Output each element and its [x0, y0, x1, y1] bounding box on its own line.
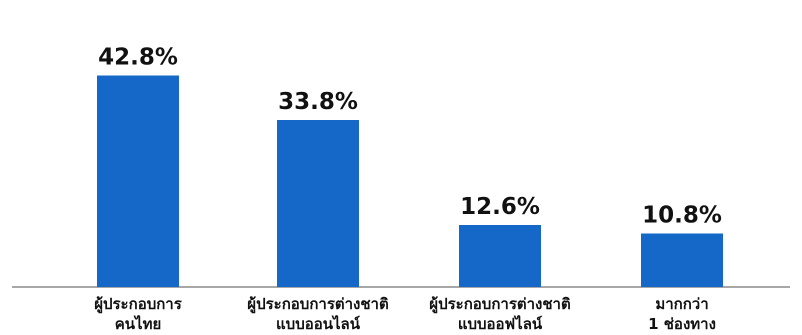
bars-group [97, 75, 723, 288]
value-label-2: 33.8% [278, 89, 358, 115]
bar-1 [97, 75, 179, 288]
bar-3 [459, 224, 541, 287]
category-label-4-line-1: มากกว่า [655, 295, 708, 313]
bar-2 [277, 120, 359, 287]
category-label-3-line-1: ผู้ประกอบการต่างชาติ [429, 295, 570, 314]
category-label-2-line-1: ผู้ประกอบการต่างชาติ [247, 295, 388, 314]
category-label-1-line-2: คนไทย [115, 314, 162, 333]
value-labels-group: 42.8% 33.8% 12.6% 10.8% [98, 45, 722, 229]
category-labels-group: ผู้ประกอบการคนไทยผู้ประกอบการต่างชาติแบบ… [94, 295, 716, 333]
value-label-1: 42.8% [98, 45, 178, 71]
value-label-4: 10.8% [642, 203, 722, 229]
category-label-4-line-2: 1 ช่องทาง [648, 315, 716, 333]
category-label-3-line-2: แบบออฟไลน์ [458, 314, 543, 333]
bar-4 [641, 233, 723, 287]
category-label-1-line-1: ผู้ประกอบการ [94, 295, 183, 314]
value-label-3: 12.6% [460, 194, 540, 220]
category-label-2-line-2: แบบออนไลน์ [276, 314, 361, 333]
